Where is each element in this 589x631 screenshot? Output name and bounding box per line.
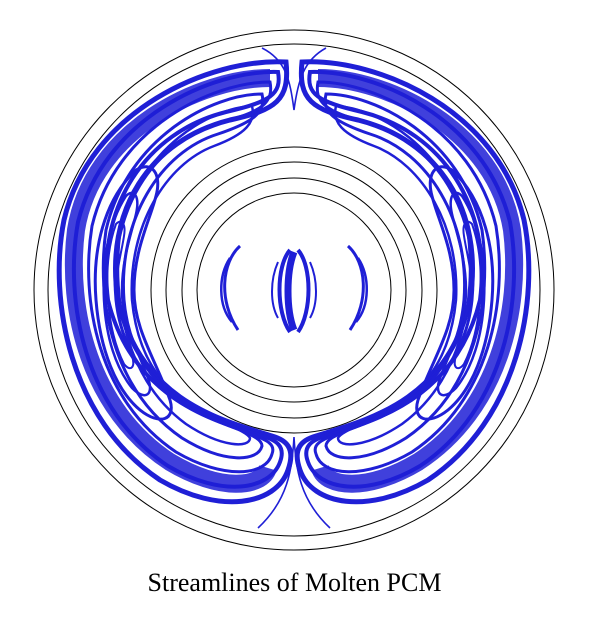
- outer-wall-circle: [47, 43, 541, 537]
- inner-right-arc-2: [355, 257, 368, 323]
- inner-left-arc-1: [223, 244, 242, 331]
- outer-shell-circle: [33, 29, 555, 551]
- inner-left-arc-2: [220, 257, 233, 323]
- inner-center-lobe-right: [296, 248, 311, 334]
- right-vortex-band-4: [323, 92, 487, 460]
- right-annulus-fill: [311, 69, 524, 493]
- right-vortex-band-3: [313, 80, 501, 474]
- inner-center-outer-left: [271, 261, 279, 319]
- container-boundary-circles: [33, 29, 555, 551]
- inner-center-outer-right: [309, 261, 317, 319]
- inner-tube-circle-4: [196, 192, 392, 388]
- right-vortex-core-2: [436, 191, 486, 397]
- annulus-dense-streamlines: [64, 69, 524, 493]
- inner-tube-circle-2: [165, 161, 423, 419]
- inner-right-arc-1: [346, 244, 365, 331]
- inner-tube-streamlines: [220, 244, 368, 334]
- inner-center-lobe-left: [277, 248, 292, 334]
- right-vortex-core-1: [415, 165, 495, 421]
- left-vortex-core-1: [93, 165, 173, 421]
- left-vortex-core-2: [102, 191, 152, 397]
- left-vortex-band-4: [101, 92, 265, 460]
- right-vortex-core-3: [453, 220, 482, 370]
- left-vortex-band-3: [87, 80, 275, 474]
- left-vortex-core-3: [106, 220, 135, 370]
- inner-tube-circle-1: [150, 146, 438, 434]
- left-vortex: [56, 59, 294, 505]
- inner-center-core: [284, 250, 298, 332]
- right-vortex-band-5: [333, 104, 472, 446]
- inner-tube-circle-3: [181, 177, 407, 403]
- left-annulus-fill: [64, 69, 277, 493]
- right-vortex: [294, 59, 532, 505]
- figure-caption: Streamlines of Molten PCM: [147, 568, 442, 597]
- annulus-streamline-bands: [56, 47, 532, 529]
- top-separator-streamline: [261, 47, 327, 111]
- left-vortex-band-5: [116, 104, 255, 446]
- bottom-separator-streamline: [257, 436, 331, 529]
